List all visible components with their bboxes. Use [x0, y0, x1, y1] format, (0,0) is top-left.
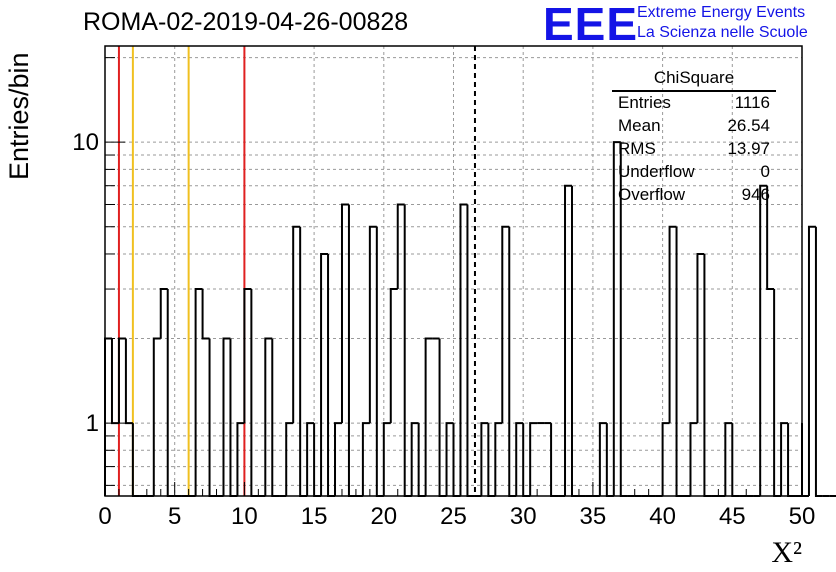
histogram-bin [661, 422, 670, 496]
histogram-bin [117, 337, 126, 424]
logo-line-2: La Scienza nelle Scuole [637, 24, 808, 41]
histogram-bin [480, 422, 489, 496]
histogram-bin [410, 422, 419, 496]
histogram-bin [110, 338, 119, 425]
histogram-bin [347, 204, 356, 497]
stats-label: RMS [618, 139, 656, 158]
histogram-bin [243, 288, 252, 424]
x-tick-label: 5 [168, 503, 181, 530]
histogram-bin [515, 422, 524, 496]
eee-logo: EEE [543, 0, 639, 50]
histogram-bin [807, 225, 816, 496]
histogram-bin [201, 289, 210, 340]
histogram-bin [271, 338, 280, 497]
histogram-bin [445, 422, 454, 496]
histogram-bin [773, 289, 782, 497]
histogram-bin [368, 225, 377, 424]
x-tick-label: 50 [789, 503, 816, 530]
histogram-bin [703, 253, 712, 497]
stats-label: Underflow [618, 162, 695, 181]
histogram-bin [222, 337, 231, 496]
histogram-bin [320, 252, 329, 496]
histogram-bin [389, 288, 398, 424]
histogram-bin [236, 422, 245, 496]
histogram-bin [766, 185, 775, 291]
histogram-bin [124, 338, 133, 425]
histogram-bin [668, 225, 677, 424]
histogram-bin [340, 203, 349, 424]
y-tick-label: 10 [72, 129, 99, 156]
histogram-bin [375, 226, 384, 497]
page-title: ROMA-02-2019-04-26-00828 [83, 8, 409, 36]
histogram-bin [529, 422, 538, 496]
axes: 0 5 10 15 20 25 30 35 40 45 50 1 10 [72, 45, 816, 530]
histogram-bin [264, 337, 273, 496]
histogram-bin [327, 253, 336, 497]
x-axis-label: X² [771, 536, 802, 569]
histogram-bin [675, 226, 684, 497]
histogram-bin [382, 422, 391, 496]
histogram-bin [334, 422, 342, 496]
histogram-bin [570, 185, 579, 497]
histogram-bin [285, 422, 294, 496]
x-tick-label: 25 [440, 503, 467, 530]
histogram-bin [501, 225, 510, 424]
histogram-bin [396, 203, 405, 290]
x-tick-label: 35 [580, 503, 607, 530]
histogram-bin [494, 422, 503, 496]
histogram-bin [696, 252, 705, 424]
histogram-bin [361, 422, 370, 496]
x-tick-label: 15 [301, 503, 328, 530]
histogram-bin [759, 184, 768, 496]
y-tick-label: 1 [86, 410, 99, 437]
x-tick-label: 45 [719, 503, 746, 530]
stats-value: 946 [741, 185, 770, 204]
histogram-bin [152, 337, 161, 496]
histogram-bars [104, 141, 836, 497]
x-tick-label: 20 [370, 503, 397, 530]
x-tick-label: 40 [649, 503, 676, 530]
histogram-bin [508, 226, 517, 497]
stats-value: 1116 [734, 93, 770, 112]
histogram-bin [208, 338, 217, 497]
reference-lines [117, 46, 476, 496]
y-axis-label: Entries/bin [4, 52, 34, 180]
histogram-bin [229, 338, 238, 497]
stats-value: 0 [760, 162, 770, 181]
histogram-bin [194, 288, 203, 496]
histogram-bin [814, 226, 823, 497]
histogram-bin [459, 203, 468, 496]
histogram-bin [724, 422, 733, 496]
histogram-bin [689, 422, 698, 496]
histogram-bin [250, 289, 259, 497]
histogram-bin [306, 422, 315, 496]
histogram-bin [424, 337, 433, 496]
histogram-bin [166, 289, 175, 497]
histogram-bin [438, 338, 447, 497]
histogram-bin [403, 204, 412, 497]
stats-label: Entries [618, 93, 671, 112]
x-tick-label: 30 [510, 503, 537, 530]
x-tick-label: 10 [231, 503, 258, 530]
stats-box-title: ChiSquare [653, 68, 735, 87]
histogram-bin [299, 226, 308, 497]
histogram-bin [159, 288, 168, 339]
histogram-bin [104, 337, 112, 496]
stats-box-rule [612, 90, 776, 92]
histogram-bin [612, 141, 621, 496]
histogram-bin [466, 204, 475, 497]
histogram-bin [780, 422, 789, 496]
stats-value: 13.97 [727, 139, 770, 158]
stats-label: Mean [618, 116, 661, 135]
logo-line-1: Extreme Energy Events [637, 4, 806, 21]
stats-value: 26.54 [727, 116, 770, 135]
histogram-bin [292, 225, 301, 424]
stats-label: Overflow [618, 185, 686, 204]
histogram-bin [564, 184, 572, 496]
x-tick-label: 0 [98, 503, 111, 530]
histogram-bin [598, 422, 607, 496]
